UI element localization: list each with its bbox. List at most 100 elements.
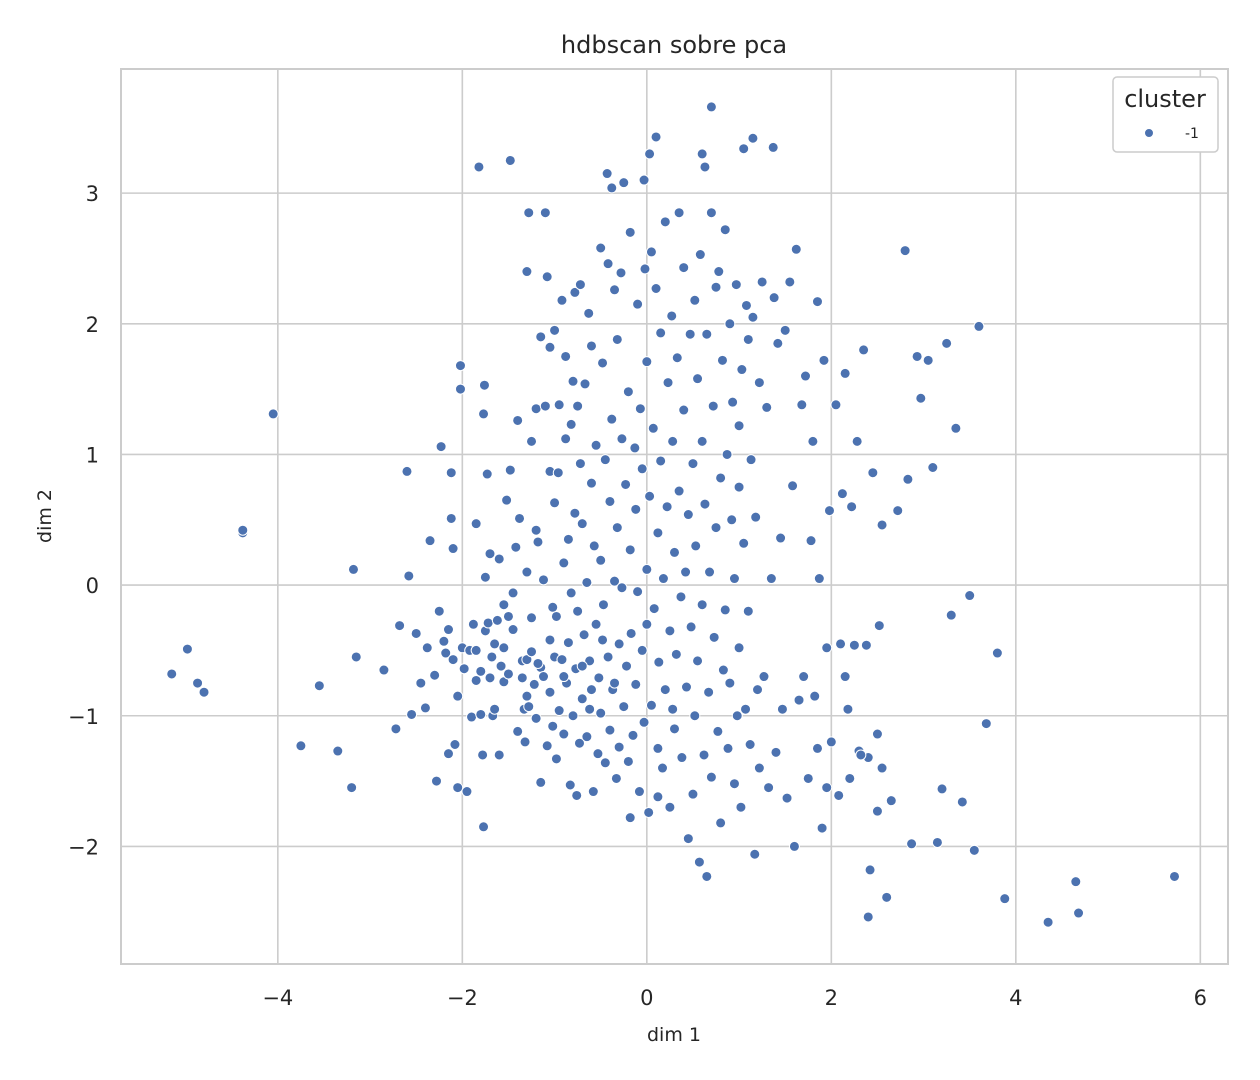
data-point (489, 638, 501, 650)
data-point (657, 573, 669, 585)
x-tick-label: 4 (1009, 986, 1022, 1010)
data-point (634, 403, 646, 415)
data-point (848, 639, 860, 651)
data-point (950, 422, 962, 434)
data-point (597, 634, 609, 646)
y-axis-label: dim 2 (34, 489, 56, 543)
data-point (1168, 870, 1180, 882)
data-point (881, 891, 893, 903)
data-point (790, 243, 802, 255)
data-point (613, 741, 625, 753)
data-point (927, 462, 939, 474)
data-point (495, 660, 507, 672)
x-tick-label: 2 (825, 986, 838, 1010)
data-point (585, 340, 597, 352)
data-point (779, 324, 791, 336)
y-tick-label: −2 (68, 835, 99, 859)
data-point (514, 512, 526, 524)
plot-frame (120, 68, 1229, 965)
data-point (415, 677, 427, 689)
data-point (611, 522, 623, 534)
data-point (504, 464, 516, 476)
data-point (772, 337, 784, 349)
data-point (556, 294, 568, 306)
data-point (715, 817, 727, 829)
data-point (876, 519, 888, 531)
data-point (609, 575, 621, 587)
data-point (638, 174, 650, 186)
data-point (562, 637, 574, 649)
data-point (830, 399, 842, 411)
data-point (526, 612, 538, 624)
data-point (682, 833, 694, 845)
data-point (833, 789, 845, 801)
data-point (707, 400, 719, 412)
data-point (616, 433, 628, 445)
data-point (595, 554, 607, 566)
data-point (558, 557, 570, 569)
data-point (616, 582, 628, 594)
data-point (295, 740, 307, 752)
data-point (823, 505, 835, 517)
data-point (941, 337, 953, 349)
data-point (618, 177, 630, 189)
legend: cluster -1 (1112, 76, 1219, 153)
data-point (678, 404, 690, 416)
data-point (512, 725, 524, 737)
data-point (991, 647, 1003, 659)
data-point (749, 848, 761, 860)
data-point (647, 422, 659, 434)
data-point (445, 467, 457, 479)
data-point (733, 642, 745, 654)
data-point (630, 678, 642, 690)
data-point (653, 656, 665, 668)
data-point (581, 731, 593, 743)
data-point (776, 703, 788, 715)
data-point (632, 586, 644, 598)
data-point (549, 324, 561, 336)
data-point (876, 762, 888, 774)
data-point (775, 532, 787, 544)
data-point (652, 791, 664, 803)
x-axis-label: dim 1 (647, 1024, 701, 1046)
data-point (750, 511, 762, 523)
data-point (641, 563, 653, 575)
data-point (440, 647, 452, 659)
data-point (458, 663, 470, 675)
data-point (968, 844, 980, 856)
data-point (657, 762, 669, 774)
data-point (799, 370, 811, 382)
data-point (728, 778, 740, 790)
data-point (602, 258, 614, 270)
data-point (715, 472, 727, 484)
data-point (846, 501, 858, 513)
data-point (442, 748, 454, 760)
data-point (698, 749, 710, 761)
data-point (704, 566, 716, 578)
data-point (842, 703, 854, 715)
data-point (447, 543, 459, 555)
data-point (532, 657, 544, 669)
data-point (911, 350, 923, 362)
x-tick-label: −4 (262, 986, 293, 1010)
data-point (687, 458, 699, 470)
data-point (821, 782, 833, 794)
data-point (687, 788, 699, 800)
data-point (761, 401, 773, 413)
x-tick-label: 6 (1194, 986, 1207, 1010)
data-point (237, 524, 249, 536)
data-point (648, 603, 660, 615)
data-point (538, 574, 550, 586)
data-point (567, 375, 579, 387)
data-point (510, 541, 522, 553)
data-point (535, 776, 547, 788)
data-point (645, 699, 657, 711)
data-point (669, 546, 680, 558)
data-point (805, 535, 817, 547)
data-point (726, 514, 738, 526)
data-point (583, 307, 595, 319)
data-point (624, 812, 636, 824)
data-point (666, 310, 678, 322)
data-point (574, 279, 586, 291)
